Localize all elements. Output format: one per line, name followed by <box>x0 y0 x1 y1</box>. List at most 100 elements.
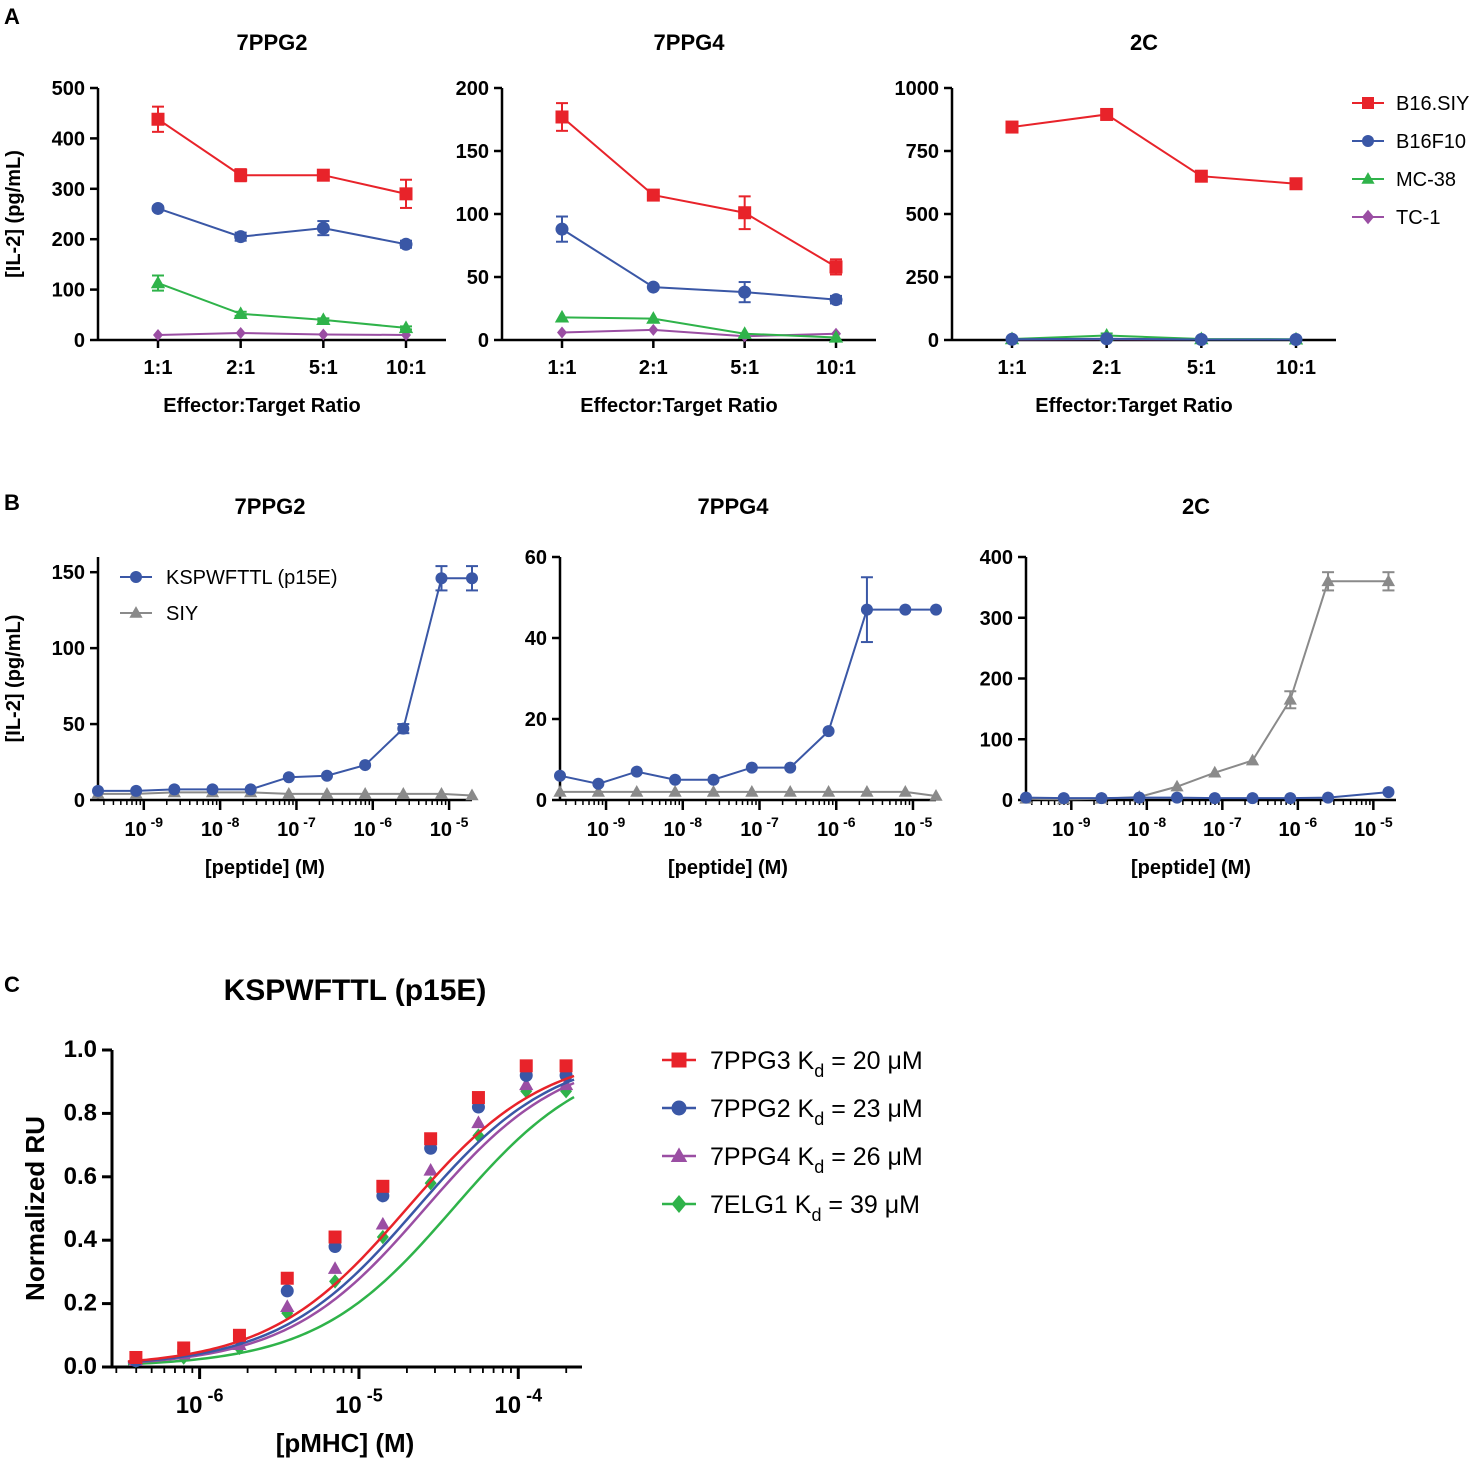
legend-label: B16.SIY <box>1396 93 1469 115</box>
data-point <box>860 785 874 797</box>
series-line <box>1025 580 1389 801</box>
series-SIY <box>1019 571 1396 805</box>
data-point <box>471 1115 486 1129</box>
y-axis-label: [IL-2] (pg/mL) <box>3 150 25 278</box>
data-point <box>466 572 478 585</box>
data-point <box>557 326 567 339</box>
series-line <box>1025 791 1389 800</box>
data-point <box>150 275 166 289</box>
legend-marker <box>670 1147 688 1162</box>
y-tick-label: 100 <box>980 729 1013 751</box>
data-point <box>1289 332 1303 346</box>
data-point <box>783 785 797 797</box>
data-point <box>737 326 752 339</box>
y-tick-label: 0 <box>928 330 939 352</box>
series-7PPG3 <box>127 1059 575 1364</box>
y-axis-label: Normalized RU <box>20 1116 50 1301</box>
data-point <box>738 285 752 299</box>
y-tick-label: 0.8 <box>64 1099 97 1126</box>
x-tick-label: 10:1 <box>816 357 856 379</box>
data-point <box>282 771 295 784</box>
data-point <box>929 789 943 801</box>
y-tick-label: 100 <box>456 204 489 226</box>
data-point <box>129 1350 143 1364</box>
y-tick-label: 500 <box>906 204 939 226</box>
legend-C: 7PPG3 Kd = 20 μM 7PPG2 Kd = 23 μM 7PPG4 Kd… <box>662 1047 923 1225</box>
legend-label: B16F10 <box>1396 131 1466 153</box>
x-tick-label: 10 -8 <box>201 814 240 841</box>
data-point <box>1100 107 1114 121</box>
data-point <box>1283 692 1297 705</box>
panel-label-B: B <box>4 490 20 515</box>
fit-curve <box>127 1078 575 1364</box>
legend-marker <box>1362 135 1374 147</box>
series-line <box>559 608 936 785</box>
legend-marker <box>130 571 142 583</box>
data-point <box>1284 792 1297 805</box>
y-tick-label: 200 <box>980 669 1013 691</box>
series-KSPWFTTL (p15E) <box>92 565 478 797</box>
data-point <box>1381 574 1396 587</box>
chart-A-7PPG4: 7PPG4 0 50 100 150 200 1:1 2:1 5:1 10:1 Effector:T… <box>456 30 876 417</box>
data-point <box>554 769 566 782</box>
data-point <box>1100 332 1114 346</box>
data-point <box>1005 332 1019 346</box>
legend-marker <box>129 606 143 618</box>
data-point <box>1057 792 1070 805</box>
series-B16F10 <box>1005 332 1303 346</box>
y-tick-label: 40 <box>525 628 547 650</box>
data-point <box>320 769 333 782</box>
y-tick-label: 1.0 <box>64 1036 97 1063</box>
legend-label: 7PPG4 Kd = 26 μM <box>710 1143 923 1177</box>
series-line <box>561 228 837 301</box>
x-tick-label: 10 -8 <box>663 814 702 841</box>
data-point <box>707 773 720 786</box>
series-SIY <box>91 785 479 801</box>
series-line <box>157 331 407 336</box>
series-B16.SIY <box>555 102 843 276</box>
x-tick-label: 10 -5 <box>335 1385 383 1419</box>
series-line <box>157 282 407 329</box>
legend-marker <box>671 1195 687 1213</box>
legend-marker <box>671 1100 687 1116</box>
y-tick-label: 100 <box>52 280 85 302</box>
data-point <box>828 330 844 343</box>
y-tick-label: 0 <box>536 790 547 812</box>
data-point <box>358 787 372 799</box>
data-point <box>648 323 659 336</box>
legend-marker <box>1362 97 1374 109</box>
data-point <box>233 306 248 319</box>
data-point <box>92 784 104 797</box>
chart-A-2C: 2C 0 250 500 750 1000 1:1 2:1 5:1 10:1 Effector:Ta… <box>895 30 1470 417</box>
fit-curve <box>127 1074 575 1363</box>
chart-title: 7PPG4 <box>654 30 726 55</box>
data-point <box>1246 792 1259 805</box>
data-point <box>396 787 410 799</box>
fit-curve <box>127 1081 575 1364</box>
x-tick-label: 10:1 <box>386 357 426 379</box>
data-point <box>398 320 414 334</box>
data-point <box>554 309 570 323</box>
data-point <box>668 785 682 797</box>
y-tick-label: 250 <box>906 267 939 289</box>
y-axis-label: [IL-2] (pg/mL) <box>3 615 25 743</box>
y-tick-label: 0.2 <box>64 1290 97 1317</box>
data-point <box>646 311 661 324</box>
data-point <box>1170 779 1184 792</box>
x-tick-label: 10 -6 <box>176 1385 224 1419</box>
series-B16F10 <box>555 215 843 307</box>
y-tick-label: 400 <box>52 128 85 150</box>
legend-label: 7PPG2 Kd = 23 μM <box>710 1095 923 1129</box>
series-B16.SIY <box>1005 107 1303 191</box>
data-point <box>1171 791 1184 804</box>
x-axis-label: [peptide] (M) <box>205 857 325 879</box>
chart-title: 7PPG4 <box>698 494 770 519</box>
data-point <box>151 201 165 215</box>
data-point <box>329 1274 342 1289</box>
y-tick-label: 150 <box>456 141 489 163</box>
chart-A-7PPG2: 7PPG2 0 100 200 300 400 500 1:1 2:1 5:1 10:1 Effect… <box>3 30 446 417</box>
data-point <box>669 773 682 786</box>
series-7PPG4 <box>127 1077 575 1366</box>
legend-label: KSPWFTTL (p15E) <box>166 567 338 589</box>
chart-title: 2C <box>1130 30 1158 55</box>
